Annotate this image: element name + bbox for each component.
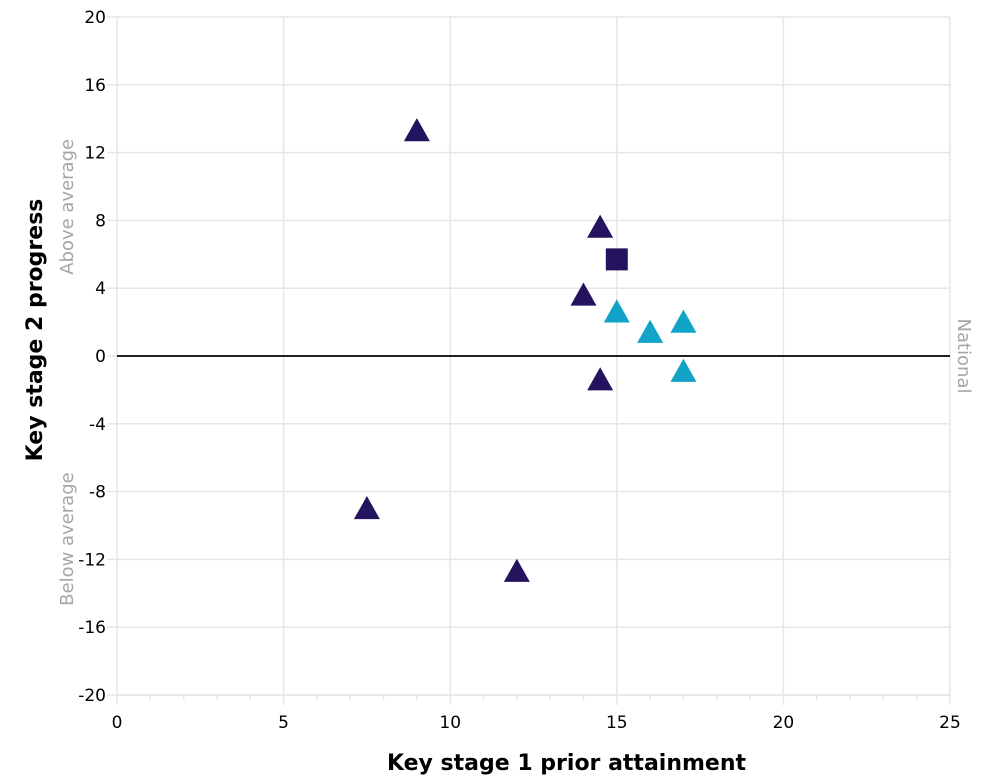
y-tick-label: -12 <box>78 550 106 570</box>
y-axis-title: Key stage 2 progress <box>23 199 48 462</box>
x-tick-label: 25 <box>939 713 961 733</box>
x-axis-title: Key stage 1 prior attainment <box>387 751 747 776</box>
national-line-label: National <box>953 318 974 393</box>
below-average-label: Below average <box>57 472 78 606</box>
y-tick-label: -16 <box>78 618 106 638</box>
data-point-triangle <box>670 309 697 333</box>
y-tick-label: -8 <box>89 483 106 503</box>
y-tick-label: 8 <box>95 211 106 231</box>
y-tick-label: 12 <box>84 144 106 164</box>
data-point-triangle <box>670 358 697 382</box>
data-point-triangle <box>403 118 430 142</box>
data-point-triangle <box>570 282 597 306</box>
data-points <box>353 118 697 582</box>
y-tick-label: -4 <box>89 415 106 435</box>
y-tick-label: 4 <box>95 279 106 299</box>
x-tick-label: 5 <box>278 713 289 733</box>
y-tick-label: -20 <box>78 686 106 706</box>
above-average-label: Above average <box>57 139 78 275</box>
y-tick-label: 16 <box>84 76 106 96</box>
data-point-triangle <box>637 319 664 343</box>
x-tick-label: 20 <box>773 713 795 733</box>
data-point-triangle <box>587 367 614 391</box>
x-tick-label: 15 <box>606 713 628 733</box>
data-point-triangle <box>603 299 630 323</box>
axes <box>107 16 951 705</box>
y-tick-label: 20 <box>84 8 106 28</box>
x-tick-label: 10 <box>439 713 461 733</box>
data-point-triangle <box>353 496 380 520</box>
x-tick-label: 0 <box>112 713 123 733</box>
tick-labels: 0 5 10 15 20 25 -20 -16 -12 -8 -4 0 4 8 12 16 20 <box>78 8 961 733</box>
data-point-triangle <box>503 558 530 582</box>
data-point-square <box>605 248 628 271</box>
data-point-triangle <box>587 214 614 238</box>
y-tick-label: 0 <box>95 347 106 367</box>
